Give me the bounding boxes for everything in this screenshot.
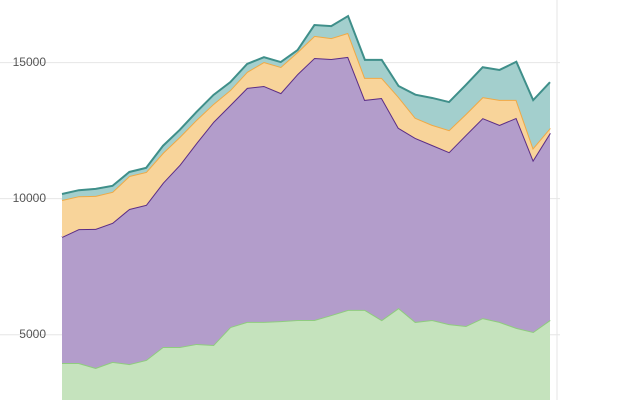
y-tick-label: 5000 [19,327,46,341]
area [62,56,550,368]
area [62,308,550,400]
area [62,16,550,200]
y-tick-label: 15000 [13,55,47,69]
area-line [61,14,551,195]
y-tick-label: 10000 [13,191,47,205]
area-line [61,31,551,201]
area [62,32,550,238]
